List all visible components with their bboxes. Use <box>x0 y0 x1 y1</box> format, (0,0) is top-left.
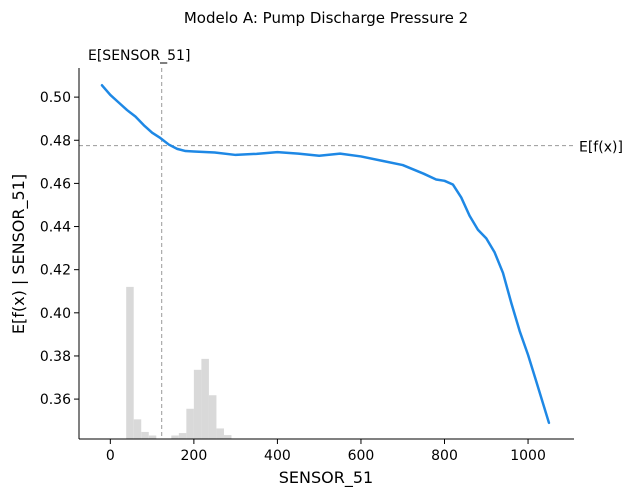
x-axis-title: SENSOR_51 <box>279 468 373 488</box>
histogram-bar <box>133 419 142 439</box>
histogram-bar <box>141 431 149 439</box>
y-axis-title: E[f(x) | SENSOR_51] <box>9 174 29 334</box>
x-tick-label: 800 <box>431 448 458 464</box>
histogram-bar <box>126 286 134 439</box>
dependence-line <box>100 84 551 425</box>
histogram <box>126 286 232 439</box>
y-tick-label: 0.48 <box>40 133 71 149</box>
histogram-bar <box>186 408 194 439</box>
expected-value-label: E[f(x)] <box>579 140 623 156</box>
y-tick-label: 0.44 <box>40 220 71 236</box>
x-tick-label: 1000 <box>510 448 546 464</box>
x-tick-label: 400 <box>264 448 291 464</box>
histogram-bar <box>178 433 187 439</box>
y-tick-label: 0.38 <box>40 349 71 365</box>
reference-lines <box>79 68 574 439</box>
histogram-bar <box>201 358 209 439</box>
y-tick-label: 0.50 <box>40 90 71 106</box>
y-tick-label: 0.42 <box>40 263 71 279</box>
histogram-bar <box>171 435 179 439</box>
histogram-bar <box>193 369 202 439</box>
chart-title: Modelo A: Pump Discharge Pressure 2 <box>184 9 468 27</box>
x-tick-label: 200 <box>181 448 208 464</box>
x-tick-label: 600 <box>348 448 375 464</box>
x-tick-label: 0 <box>106 448 115 464</box>
y-tick-label: 0.46 <box>40 176 71 192</box>
axes: 0 200 400 600 800 1000 0.36 0.38 0.40 0.42 0.44 0.… <box>40 68 574 464</box>
histogram-bar <box>148 435 157 439</box>
histogram-bar <box>216 428 224 439</box>
histogram-bar <box>223 435 232 439</box>
histogram-bar <box>208 395 217 439</box>
y-tick-label: 0.36 <box>40 392 71 408</box>
y-tick-label: 0.40 <box>40 306 71 322</box>
feature-mean-label: E[SENSOR_51] <box>88 48 190 64</box>
